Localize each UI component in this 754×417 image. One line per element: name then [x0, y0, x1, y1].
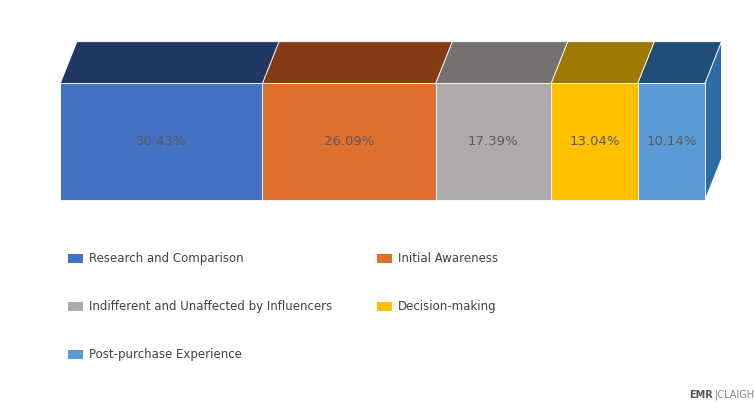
- Polygon shape: [60, 83, 262, 200]
- Text: 17.39%: 17.39%: [468, 135, 519, 148]
- FancyBboxPatch shape: [68, 350, 83, 359]
- Text: Indifferent and Unaffected by Influencers: Indifferent and Unaffected by Influencer…: [89, 300, 333, 313]
- Polygon shape: [638, 42, 722, 83]
- Polygon shape: [60, 42, 279, 83]
- Text: 13.04%: 13.04%: [569, 135, 620, 148]
- FancyBboxPatch shape: [377, 254, 392, 263]
- Text: Post-purchase Experience: Post-purchase Experience: [89, 348, 242, 361]
- Polygon shape: [262, 42, 452, 83]
- Polygon shape: [436, 42, 568, 83]
- Polygon shape: [551, 83, 638, 200]
- Polygon shape: [262, 83, 436, 200]
- Text: Initial Awareness: Initial Awareness: [398, 252, 498, 265]
- Text: EMR: EMR: [689, 390, 713, 400]
- FancyBboxPatch shape: [377, 302, 392, 311]
- Text: 30.43%: 30.43%: [136, 135, 186, 148]
- Polygon shape: [436, 83, 551, 200]
- Text: 10.14%: 10.14%: [646, 135, 697, 148]
- Polygon shape: [638, 83, 705, 200]
- FancyBboxPatch shape: [68, 302, 83, 311]
- Text: Decision-making: Decision-making: [398, 300, 497, 313]
- Text: Research and Comparison: Research and Comparison: [89, 252, 244, 265]
- Text: 26.09%: 26.09%: [323, 135, 374, 148]
- Polygon shape: [551, 42, 654, 83]
- Polygon shape: [705, 42, 722, 200]
- FancyBboxPatch shape: [68, 254, 83, 263]
- Text: |CLAIGHT: |CLAIGHT: [715, 390, 754, 400]
